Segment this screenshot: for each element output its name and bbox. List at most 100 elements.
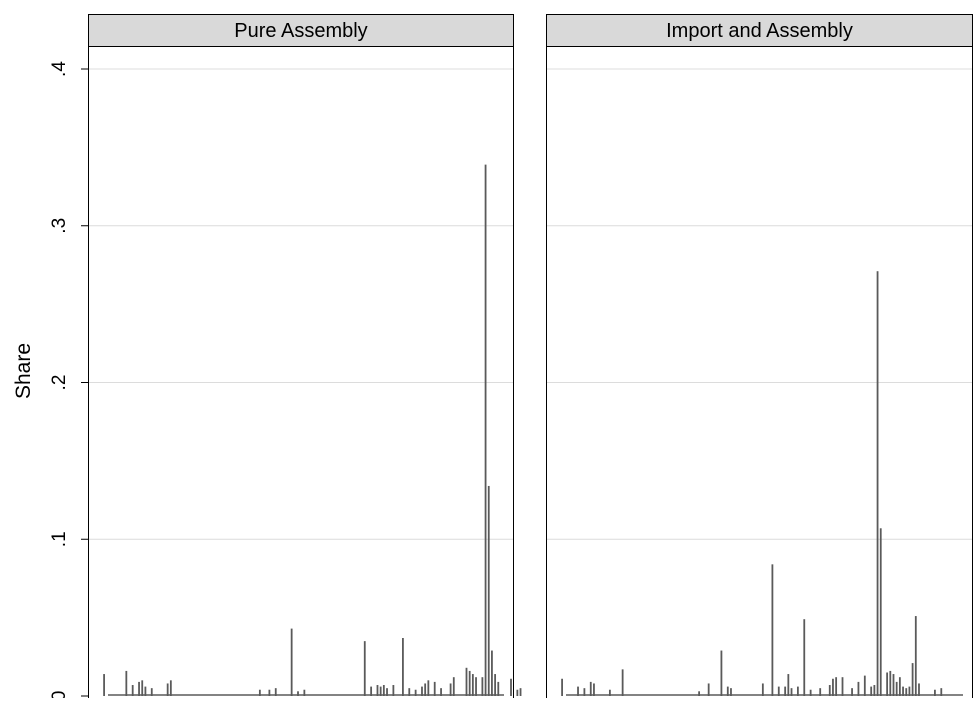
bar — [908, 686, 911, 696]
bar — [449, 683, 452, 696]
bar — [484, 164, 487, 696]
bar — [771, 564, 774, 696]
bar — [828, 685, 831, 696]
bar — [841, 677, 844, 696]
bar — [809, 689, 812, 696]
bar — [934, 689, 936, 696]
bar — [303, 689, 306, 696]
bar — [481, 677, 484, 696]
bar — [475, 677, 477, 696]
bar — [392, 685, 395, 696]
bar — [424, 683, 427, 696]
bar — [510, 678, 512, 696]
bar — [363, 641, 366, 696]
panel-title-1: Pure Assembly — [234, 20, 367, 42]
bar — [274, 688, 277, 696]
bar — [761, 683, 764, 696]
bar — [465, 667, 468, 696]
bar — [873, 685, 876, 696]
bar — [421, 686, 423, 696]
bar — [471, 674, 474, 696]
bar — [468, 670, 471, 696]
bar — [857, 681, 860, 696]
bar — [386, 688, 388, 696]
bar — [911, 663, 914, 696]
bar — [402, 638, 404, 696]
bar — [608, 689, 611, 696]
bar — [796, 686, 799, 696]
bar — [583, 688, 586, 696]
bar — [730, 688, 732, 696]
bar — [918, 683, 920, 696]
bar — [726, 686, 729, 696]
bar — [258, 689, 261, 696]
bar — [516, 689, 519, 696]
y-tick-label: 0 — [49, 691, 70, 698]
bar — [497, 681, 500, 696]
bar — [427, 680, 430, 696]
bar — [832, 678, 834, 696]
bar — [408, 688, 411, 696]
bar — [452, 677, 455, 696]
y-tick-label: .1 — [49, 531, 70, 547]
bar — [290, 628, 293, 696]
bar — [863, 675, 866, 696]
bar — [382, 685, 385, 696]
bar — [784, 686, 787, 696]
bar — [707, 683, 710, 696]
bar — [519, 688, 522, 696]
bar — [138, 681, 140, 696]
bar — [370, 686, 373, 696]
bar — [803, 619, 806, 696]
bar — [835, 677, 838, 696]
bar — [790, 688, 793, 696]
bar — [902, 686, 904, 696]
bar — [131, 685, 134, 696]
bar — [879, 528, 882, 696]
bar — [698, 691, 701, 696]
panel-header-2 — [546, 14, 973, 47]
bar — [577, 686, 579, 696]
bar — [876, 271, 879, 696]
bar — [851, 688, 853, 696]
bar — [905, 688, 908, 696]
bar — [720, 650, 723, 696]
bar — [379, 686, 382, 696]
y-tick-label: .4 — [49, 61, 70, 77]
bar — [487, 485, 490, 696]
bar — [777, 686, 780, 696]
bar — [297, 691, 299, 696]
bar — [414, 689, 417, 696]
bar — [376, 685, 379, 696]
bar — [589, 681, 592, 696]
bar — [621, 669, 624, 696]
bar — [141, 680, 144, 696]
bar — [886, 672, 889, 696]
bar — [103, 674, 105, 696]
bar — [889, 670, 892, 696]
bar — [268, 689, 271, 696]
bar — [561, 678, 563, 696]
y-axis-title: Share — [12, 343, 35, 399]
bar — [166, 683, 169, 696]
bar — [787, 674, 790, 696]
bar — [895, 681, 898, 696]
bar — [144, 686, 147, 696]
y-tick-label: .2 — [49, 375, 70, 391]
bar — [125, 670, 128, 696]
bar — [819, 688, 822, 696]
bar — [150, 688, 153, 696]
bar — [169, 680, 172, 696]
bar — [433, 681, 436, 696]
bar — [494, 674, 497, 696]
bar — [593, 683, 595, 696]
bar — [914, 616, 917, 696]
bar — [898, 677, 901, 696]
bar — [440, 688, 442, 696]
panel-title-2: Import and Assembly — [666, 20, 853, 42]
y-tick-label: .3 — [49, 218, 70, 234]
bar — [940, 688, 943, 696]
bar — [491, 650, 493, 696]
